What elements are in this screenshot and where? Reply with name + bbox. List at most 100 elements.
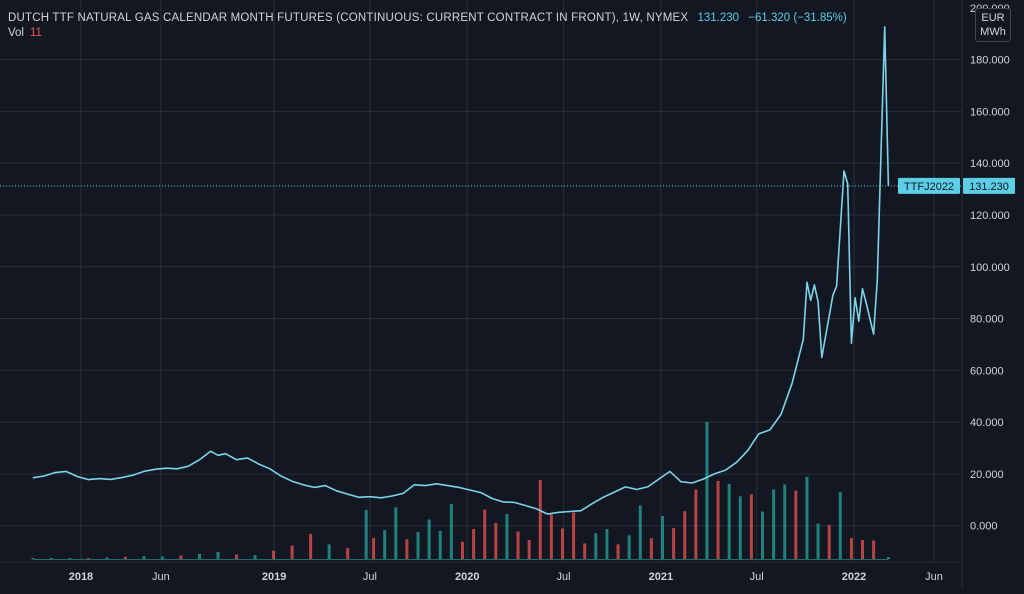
volume-bar	[583, 543, 587, 559]
volume-value: 11	[30, 27, 42, 39]
x-tick-label: 2019	[262, 571, 286, 583]
volume-bar	[438, 530, 442, 559]
volume-bar	[683, 511, 687, 559]
volume-bar	[86, 558, 90, 559]
volume-bar	[838, 492, 842, 559]
volume-bar	[483, 509, 487, 559]
volume-bar	[31, 558, 35, 559]
volume-bar	[638, 505, 642, 559]
x-tick-label: Jul	[750, 571, 764, 583]
x-tick-label: 2020	[455, 571, 479, 583]
volume-bar	[142, 556, 146, 559]
volume-bar	[197, 553, 201, 559]
volume-label[interactable]: Vol	[8, 27, 24, 39]
volume-bar	[309, 533, 313, 559]
x-tick-label: Jul	[363, 571, 377, 583]
volume-bar	[572, 512, 576, 559]
y-tick-label: 160.000	[970, 106, 1010, 118]
volume-bars	[31, 422, 890, 560]
volume-bar	[861, 539, 865, 559]
volume-bar	[872, 540, 876, 559]
volume-bar	[738, 496, 742, 559]
y-tick-label: 180.000	[970, 55, 1010, 67]
symbol-tag-bg	[898, 177, 960, 194]
volume-bar	[327, 544, 331, 559]
price-axis: 0.000 20.000 40.000 60.000 80.000 100.000 120.…	[970, 3, 1010, 533]
x-tick-label: 2018	[69, 571, 93, 583]
volume-bar	[727, 483, 731, 559]
x-tick-label: Jun	[152, 571, 170, 583]
volume-bar	[672, 528, 676, 559]
volume-bar	[716, 480, 720, 559]
volume-bar	[772, 489, 776, 559]
volume-bar	[705, 422, 709, 559]
symbol-title[interactable]: DUTCH TTF NATURAL GAS CALENDAR MONTH FUT…	[8, 12, 689, 24]
volume-bar	[160, 556, 164, 559]
volume-bar	[527, 539, 531, 559]
y-tick-label: 40.000	[970, 417, 1004, 429]
grid-lines	[0, 0, 963, 589]
volume-bar	[849, 537, 853, 559]
price-tag-value: 131.230	[969, 181, 1009, 193]
volume-bar	[749, 494, 753, 559]
y-tick-label: 60.000	[970, 365, 1004, 377]
volume-bar	[827, 524, 831, 559]
volume-bar	[253, 555, 257, 559]
volume-bar	[105, 557, 109, 559]
y-tick-label: 140.000	[970, 158, 1010, 170]
volume-bar	[660, 515, 664, 559]
volume-bar	[794, 490, 798, 559]
volume-bar	[516, 531, 520, 559]
price-line[interactable]	[32, 26, 890, 515]
volume-bar	[383, 530, 387, 559]
volume-bar	[49, 558, 53, 559]
volume-bar	[805, 476, 809, 559]
price-tag-bg	[963, 177, 1015, 194]
price-tag-layer: TTFJ2022 131.230	[0, 177, 1015, 194]
symbol-tag-label: TTFJ2022	[904, 181, 954, 193]
currency-unit: EUR	[981, 12, 1005, 24]
volume-bar	[505, 514, 509, 559]
volume-bar	[394, 507, 398, 559]
volume-bar	[605, 529, 609, 559]
volume-bar	[472, 529, 476, 559]
y-tick-label: 100.000	[970, 262, 1010, 274]
volume-bar	[235, 554, 239, 559]
volume-bar	[216, 551, 220, 559]
volume-bar	[761, 511, 765, 559]
x-tick-label: 2022	[842, 571, 866, 583]
volume-bar	[449, 503, 453, 559]
x-tick-label: 2021	[649, 571, 673, 583]
volume-bar	[538, 479, 542, 559]
volume-bar	[68, 558, 72, 559]
price-line-layer	[32, 26, 890, 515]
volume-bar	[494, 522, 498, 559]
volume-bar	[783, 484, 787, 559]
volume-bar	[272, 550, 276, 559]
volume-bar	[405, 539, 409, 559]
volume-bar	[649, 538, 653, 559]
last-price: 131.230	[697, 12, 740, 24]
volume-bar	[560, 528, 564, 559]
volume-bar	[886, 557, 890, 559]
volume-bar	[616, 544, 620, 559]
volume-bar	[549, 514, 553, 559]
x-tick-label: Jul	[557, 571, 571, 583]
chart-legend: DUTCH TTF NATURAL GAS CALENDAR MONTH FUT…	[8, 10, 847, 26]
volume-bar	[416, 531, 420, 559]
volume-bar	[364, 509, 368, 559]
volume-bar	[594, 533, 598, 559]
volume-bar	[427, 519, 431, 559]
volume-bar	[694, 489, 698, 559]
y-tick-label: 120.000	[970, 210, 1010, 222]
volume-bar	[123, 556, 127, 559]
volume-bar	[627, 535, 631, 559]
volume-bar	[179, 555, 183, 559]
unit-selector[interactable]: EUR MWh	[975, 8, 1011, 42]
y-tick-label: 20.000	[970, 469, 1004, 481]
volume-bar	[460, 541, 464, 559]
volume-bar	[372, 537, 376, 559]
volume-legend: Vol 11	[8, 27, 42, 39]
